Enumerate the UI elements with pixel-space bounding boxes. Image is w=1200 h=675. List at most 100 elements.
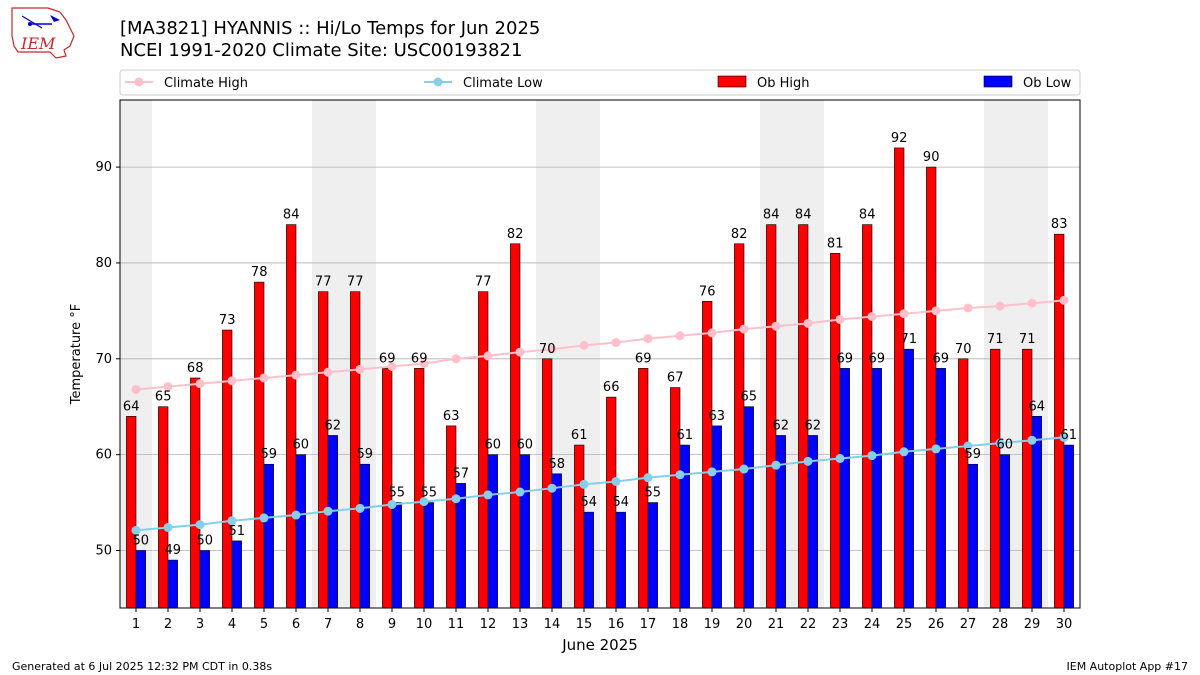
ob-low-value-label: 60: [485, 438, 502, 453]
iem-logo: IEM: [11, 7, 75, 59]
ob-high-value-label: 69: [379, 351, 396, 366]
x-tick-label: 1: [132, 617, 140, 632]
climate-high-point: [323, 367, 333, 377]
ob-high-bar: [286, 224, 297, 609]
x-tick-label: 11: [448, 617, 465, 632]
climate-low-point: [387, 499, 397, 509]
x-tick-label: 26: [928, 617, 945, 632]
climate-low-point: [835, 453, 845, 463]
ob-high-value-label: 69: [411, 351, 428, 366]
climate-high-point: [931, 306, 941, 316]
ob-low-bar: [231, 540, 242, 609]
ob-low-bar: [935, 368, 946, 609]
ob-high-bar: [894, 147, 905, 609]
ob-high-bar: [446, 425, 457, 609]
y-tick-label: 60: [95, 448, 112, 463]
ob-high-bar: [510, 243, 521, 609]
climate-low-point: [163, 522, 173, 532]
x-tick-label: 15: [576, 617, 593, 632]
ob-low-bar: [839, 368, 850, 609]
ob-low-bar: [423, 502, 434, 609]
climate-high-point: [803, 318, 813, 328]
app-note: IEM Autoplot App #17: [1066, 660, 1189, 673]
data-labels-layer: 64 50 65 49 68 50 73 51 78 59 84 60 77 62 77 59 69 55 69 55…: [123, 131, 1077, 558]
x-tick-label: 2: [164, 617, 172, 632]
legend: Climate High Climate Low Ob High Ob Low: [119, 69, 1081, 96]
ob-low-value-label: 62: [773, 418, 790, 433]
climate-high-point: [451, 354, 461, 364]
ob-low-value-label: 50: [133, 533, 150, 548]
ob-low-value-label: 69: [869, 351, 886, 366]
climate-high-point: [227, 376, 237, 386]
climate-high-point: [291, 370, 301, 380]
climate-low-point: [771, 460, 781, 470]
ob-low-bar: [295, 454, 306, 609]
ob-high-value-label: 83: [1051, 217, 1068, 232]
climate-high-point: [259, 373, 269, 383]
ob-high-value-label: 65: [155, 390, 172, 405]
climate-low-point: [867, 451, 877, 461]
ob-high-value-label: 77: [315, 275, 332, 290]
ob-high-bar: [190, 377, 201, 609]
climate-low-point: [643, 473, 653, 483]
ob-high-value-label: 63: [443, 409, 460, 424]
ob-low-bar: [743, 406, 754, 609]
climate-low-point: [803, 456, 813, 466]
climate-high-point: [611, 337, 621, 347]
x-tick-label: 20: [736, 617, 753, 632]
ob-high-legend-swatch: [717, 75, 747, 88]
ob-high-value-label: 71: [1019, 332, 1036, 347]
ob-low-value-label: 55: [389, 486, 406, 501]
ob-low-bar: [391, 502, 402, 609]
y-tick-label: 50: [95, 543, 112, 558]
x-tick-label: 29: [1024, 617, 1041, 632]
climate-low-point: [131, 525, 141, 535]
climate-high-point: [963, 303, 973, 313]
ob-high-legend-label: Ob High: [757, 76, 810, 91]
climate-low-point: [419, 497, 429, 507]
ob-low-value-label: 50: [197, 533, 214, 548]
legend-box: [119, 69, 1081, 96]
x-tick-label: 12: [480, 617, 497, 632]
x-tick-label: 30: [1056, 617, 1073, 632]
climate-high-point: [1059, 295, 1069, 305]
ob-low-bar: [327, 435, 338, 609]
ob-low-value-label: 60: [517, 438, 534, 453]
ob-high-bar: [222, 329, 233, 609]
climate-high-point: [739, 324, 749, 334]
climate-high-point: [419, 359, 429, 369]
climate-high-point: [643, 334, 653, 344]
ob-low-value-label: 63: [709, 409, 726, 424]
ob-high-value-label: 64: [123, 399, 140, 414]
ob-low-value-label: 49: [165, 543, 182, 558]
ob-high-value-label: 84: [763, 208, 780, 223]
ob-high-value-label: 61: [571, 428, 588, 443]
climate-high-legend-label: Climate High: [164, 76, 248, 91]
x-tick-label: 7: [324, 617, 332, 632]
ob-high-value-label: 71: [987, 332, 1004, 347]
ob-low-bar: [903, 348, 914, 609]
grid-lines: [120, 166, 1080, 551]
ob-high-bar: [670, 387, 681, 609]
climate-low-line: [135, 436, 1065, 532]
ob-low-value-label: 55: [645, 486, 662, 501]
ob-high-value-label: 92: [891, 131, 908, 146]
ob-high-value-label: 82: [507, 227, 524, 242]
chart-title: [MA3821] HYANNIS :: Hi/Lo Temps for Jun …: [120, 18, 541, 39]
ob-high-value-label: 76: [699, 284, 716, 299]
x-tick-label: 25: [896, 617, 913, 632]
x-tick-label: 5: [260, 617, 268, 632]
ob-high-value-label: 67: [667, 371, 684, 386]
ob-low-value-label: 60: [997, 438, 1014, 453]
logo-text: IEM: [20, 34, 56, 53]
x-tick-label: 14: [544, 617, 561, 632]
climate-low-point: [515, 487, 525, 497]
climate-high-point: [707, 328, 717, 338]
climate-low-point: [995, 438, 1005, 448]
ob-low-value-label: 61: [1061, 428, 1078, 443]
ob-high-bar: [734, 243, 745, 609]
climate-high-point: [195, 379, 205, 389]
ob-low-value-label: 60: [293, 438, 310, 453]
ob-high-bar: [830, 253, 841, 609]
